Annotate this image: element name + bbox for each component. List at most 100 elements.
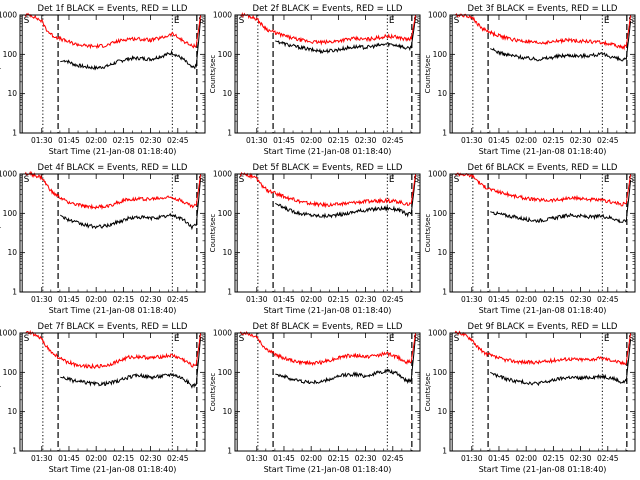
x-tick-label: 02:15 (113, 295, 135, 304)
events-series-line (490, 339, 632, 387)
x-tick-label: 02:00 (300, 454, 322, 463)
events-series-line (490, 180, 632, 224)
y-tick-label: 1000 (213, 170, 232, 179)
y-tick-label: 100 (3, 50, 18, 59)
event-marker-label: E (174, 334, 180, 344)
x-tick-label: 02:30 (140, 454, 162, 463)
y-tick-label: 1 (12, 288, 17, 297)
event-marker-label: S (239, 16, 245, 26)
plot-frame (449, 173, 636, 293)
y-tick-label: 10 (7, 248, 17, 257)
x-tick-label: 01:30 (31, 454, 53, 463)
y-tick-label: 100 (3, 368, 18, 377)
y-tick-label: 10 (222, 407, 232, 416)
event-marker-label: S (413, 334, 419, 344)
lld-series-line (237, 171, 417, 209)
x-tick-label: 02:15 (113, 136, 135, 145)
chart-panel-1: Det 1f BLACK = Events, RED = LLD Counts/s… (0, 4, 206, 156)
y-tick-label: 1000 (213, 329, 232, 338)
panel-title: Det 4f BLACK = Events, RED = LLD (38, 163, 188, 173)
x-tick-label: 02:15 (543, 295, 565, 304)
x-tick-label: 02:45 (382, 136, 404, 145)
y-axis-label: Counts/sec (0, 214, 2, 253)
y-tick-label: 1000 (428, 329, 447, 338)
event-marker-label: S (454, 16, 460, 26)
panel-title: Det 8f BLACK = Events, RED = LLD (253, 322, 403, 332)
y-tick-label: 10 (437, 89, 447, 98)
event-marker-label: E (389, 334, 395, 344)
event-marker-label: E (604, 16, 610, 26)
y-tick-label: 1 (442, 129, 447, 138)
plot-frame (449, 332, 636, 452)
y-axis-label: Counts/sec (424, 373, 432, 412)
x-tick-label: 02:00 (515, 454, 537, 463)
x-tick-label: 01:30 (246, 136, 268, 145)
x-tick-label: 02:15 (328, 295, 350, 304)
event-marker-label: S (198, 175, 204, 185)
y-axis-label: Counts/sec (209, 55, 217, 94)
x-tick-label: 01:30 (31, 136, 53, 145)
events-series-line (490, 21, 632, 62)
events-series-line (60, 336, 202, 389)
plot-frame (19, 173, 206, 293)
lld-series-line (237, 12, 417, 46)
x-tick-label: 01:45 (488, 454, 510, 463)
x-tick-label: 02:45 (597, 136, 619, 145)
lld-series-line (22, 329, 202, 370)
x-tick-label: 02:30 (140, 295, 162, 304)
x-tick-label: 02:45 (382, 454, 404, 463)
x-tick-label: 02:00 (85, 136, 107, 145)
y-tick-label: 1000 (428, 11, 447, 20)
event-marker-label: S (454, 175, 460, 185)
event-marker-label: E (604, 175, 610, 185)
events-series-line (275, 334, 417, 385)
x-axis-label: Start Time (21-Jan-08 01:18:40) (479, 147, 607, 156)
x-tick-label: 02:15 (543, 454, 565, 463)
events-series-line (60, 177, 202, 231)
y-tick-label: 10 (437, 407, 447, 416)
y-tick-label: 1000 (428, 170, 447, 179)
plot-frame (234, 14, 421, 134)
x-axis-label: Start Time (21-Jan-08 01:18:40) (264, 147, 392, 156)
event-marker-label: S (239, 334, 245, 344)
x-tick-label: 02:15 (328, 454, 350, 463)
x-axis-label: Start Time (21-Jan-08 01:18:40) (264, 306, 392, 315)
lld-series-line (452, 172, 632, 207)
y-tick-label: 100 (218, 368, 233, 377)
x-tick-label: 01:45 (273, 454, 295, 463)
y-axis-label: Counts/sec (209, 373, 217, 412)
event-marker-label: E (174, 175, 180, 185)
x-tick-label: 02:30 (355, 295, 377, 304)
x-tick-label: 02:30 (570, 454, 592, 463)
event-marker-label: S (198, 334, 204, 344)
panel-title: Det 6f BLACK = Events, RED = LLD (468, 163, 618, 173)
y-tick-label: 100 (433, 368, 448, 377)
x-tick-label: 02:30 (140, 136, 162, 145)
y-tick-label: 1000 (0, 11, 17, 20)
x-tick-label: 01:30 (246, 295, 268, 304)
event-marker-label: S (413, 175, 419, 185)
event-marker-label: E (389, 16, 395, 26)
y-axis-label: Counts/sec (0, 55, 2, 94)
panel-title: Det 2f BLACK = Events, RED = LLD (253, 4, 403, 14)
panel-title: Det 9f BLACK = Events, RED = LLD (468, 322, 618, 332)
x-tick-label: 02:00 (515, 295, 537, 304)
y-tick-label: 10 (222, 248, 232, 257)
x-axis-label: Start Time (21-Jan-08 01:18:40) (49, 147, 177, 156)
y-tick-label: 10 (437, 248, 447, 257)
plot-frame (234, 332, 421, 452)
y-tick-label: 100 (218, 209, 233, 218)
event-marker-label: S (24, 16, 30, 26)
x-tick-label: 02:00 (85, 454, 107, 463)
y-tick-label: 10 (222, 89, 232, 98)
y-tick-label: 100 (433, 50, 448, 59)
y-tick-label: 1 (227, 447, 232, 456)
x-tick-label: 02:30 (355, 136, 377, 145)
y-tick-label: 1 (227, 129, 232, 138)
event-marker-label: E (389, 175, 395, 185)
event-marker-label: S (24, 334, 30, 344)
y-tick-label: 1000 (0, 170, 17, 179)
events-series-line (275, 16, 417, 55)
y-tick-label: 1000 (0, 329, 17, 338)
